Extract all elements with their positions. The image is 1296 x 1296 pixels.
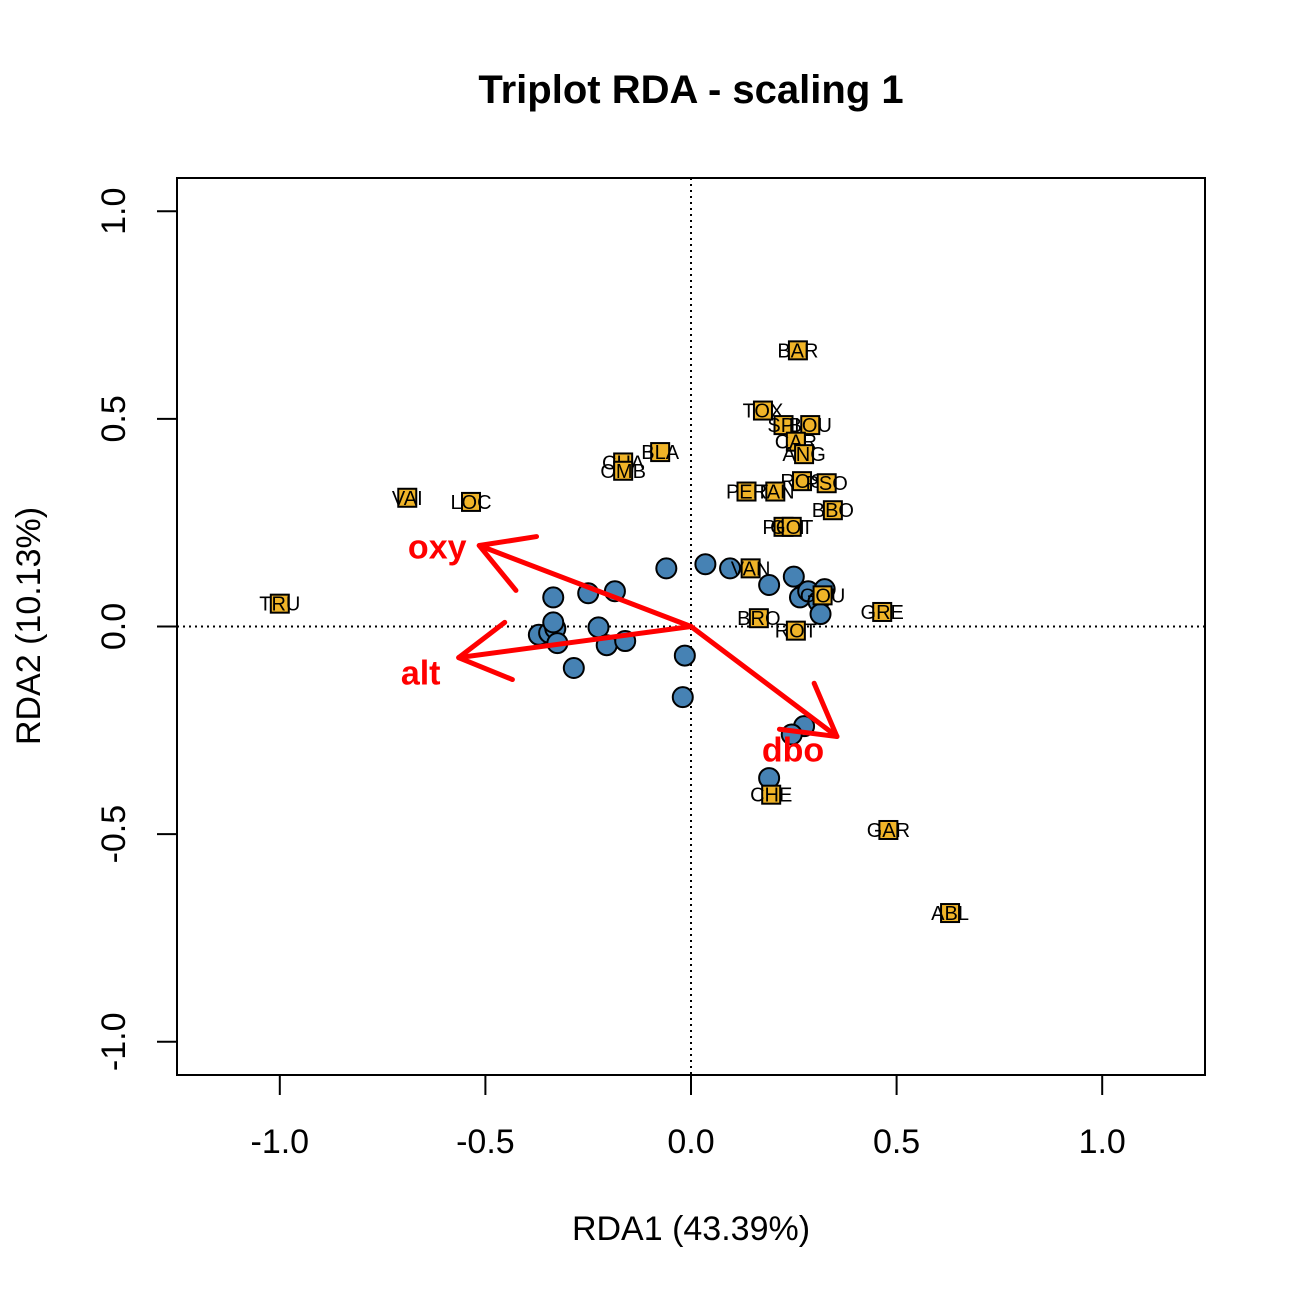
species-point (878, 819, 899, 840)
species-label: ROT (775, 621, 817, 643)
env-arrow-shaft (456, 624, 694, 661)
x-tick-label: 1.0 (1079, 1123, 1126, 1161)
species-label: TOX (743, 401, 784, 423)
y-axis: -1.0 -0.5 0.0 0.5 1.0 (95, 188, 178, 1071)
species-label: VAN (731, 558, 771, 580)
species-point (397, 487, 418, 508)
species-label: ANG (782, 444, 825, 466)
site-point (694, 553, 717, 576)
species-label: BRO (737, 608, 780, 630)
species-label: GOU (800, 585, 846, 607)
species-point (812, 585, 833, 606)
species-label: CHE (750, 785, 792, 807)
environment-arrows: oxy alt dbo (401, 529, 840, 770)
species-point (792, 471, 813, 492)
species-label: GOT (770, 517, 813, 539)
species-label: SPI (767, 415, 799, 437)
env-arrow-head (776, 680, 840, 740)
site-point (655, 557, 678, 580)
species-point (736, 481, 757, 502)
env-arrow-shaft (476, 543, 694, 629)
site-point (673, 644, 696, 667)
species-point (940, 903, 961, 924)
species-points: BARTOXSPIBOUCARANGBLACHAOMBROSPSOPERTANB… (259, 340, 969, 925)
chart-title: Triplot RDA - scaling 1 (478, 68, 903, 112)
species-point (765, 481, 786, 502)
species-label: BBO (812, 500, 854, 522)
y-tick-label: 0.5 (95, 395, 133, 442)
x-axis: -1.0 -0.5 0.0 0.5 1.0 (251, 1074, 1126, 1161)
site-point (542, 586, 565, 609)
species-point (752, 400, 773, 421)
species-label: TAN (756, 482, 795, 504)
species-point (761, 784, 782, 805)
y-tick-label: 1.0 (95, 188, 133, 235)
species-point (781, 516, 802, 537)
species-point (269, 593, 290, 614)
env-arrow-shaft (688, 624, 840, 740)
species-label: GAR (867, 820, 910, 842)
y-tick-label: -1.0 (95, 1012, 133, 1071)
y-axis-label: RDA2 (10.13%) (10, 507, 48, 745)
species-label: LOC (450, 492, 491, 514)
x-tick-label: 0.0 (667, 1123, 714, 1161)
y-tick-label: 0.0 (95, 603, 133, 650)
species-point (816, 473, 837, 494)
x-tick-label: -1.0 (251, 1123, 310, 1161)
env-label: alt (401, 655, 441, 693)
env-arrow-head (456, 619, 515, 683)
species-label: VAI (392, 488, 423, 510)
site-point (758, 573, 781, 596)
species-label: ROS (780, 471, 823, 493)
species-label: BOU (789, 415, 832, 437)
species-point (650, 442, 671, 463)
site-point (671, 686, 694, 709)
species-point (748, 608, 769, 629)
species-point (794, 444, 815, 465)
site-point (562, 657, 585, 680)
species-point (822, 500, 843, 521)
species-point (872, 601, 893, 622)
species-point (740, 558, 761, 579)
species-label: PER (726, 482, 767, 504)
species-label: PSO (806, 473, 848, 495)
env-label: oxy (408, 529, 467, 567)
env-arrow-head (476, 534, 540, 593)
species-point (773, 415, 794, 436)
x-axis-label: RDA1 (43.39%) (572, 1210, 810, 1248)
species-label: ABL (931, 903, 969, 925)
species-point (800, 415, 821, 436)
env-label: dbo (762, 732, 824, 770)
species-label: BLA (641, 442, 679, 464)
species-label: GRE (861, 602, 904, 624)
species-point (785, 620, 806, 641)
y-tick-label: -0.5 (95, 805, 133, 864)
site-point (782, 565, 805, 588)
species-point (787, 340, 808, 361)
x-tick-label: 0.5 (873, 1123, 920, 1161)
species-label: BAR (777, 340, 818, 362)
species-point (461, 491, 482, 512)
site-point (542, 611, 565, 634)
species-point (613, 460, 634, 481)
species-label: OMB (600, 461, 646, 483)
site-point (719, 557, 742, 580)
species-label: TRU (259, 594, 300, 616)
x-tick-label: -0.5 (456, 1123, 515, 1161)
